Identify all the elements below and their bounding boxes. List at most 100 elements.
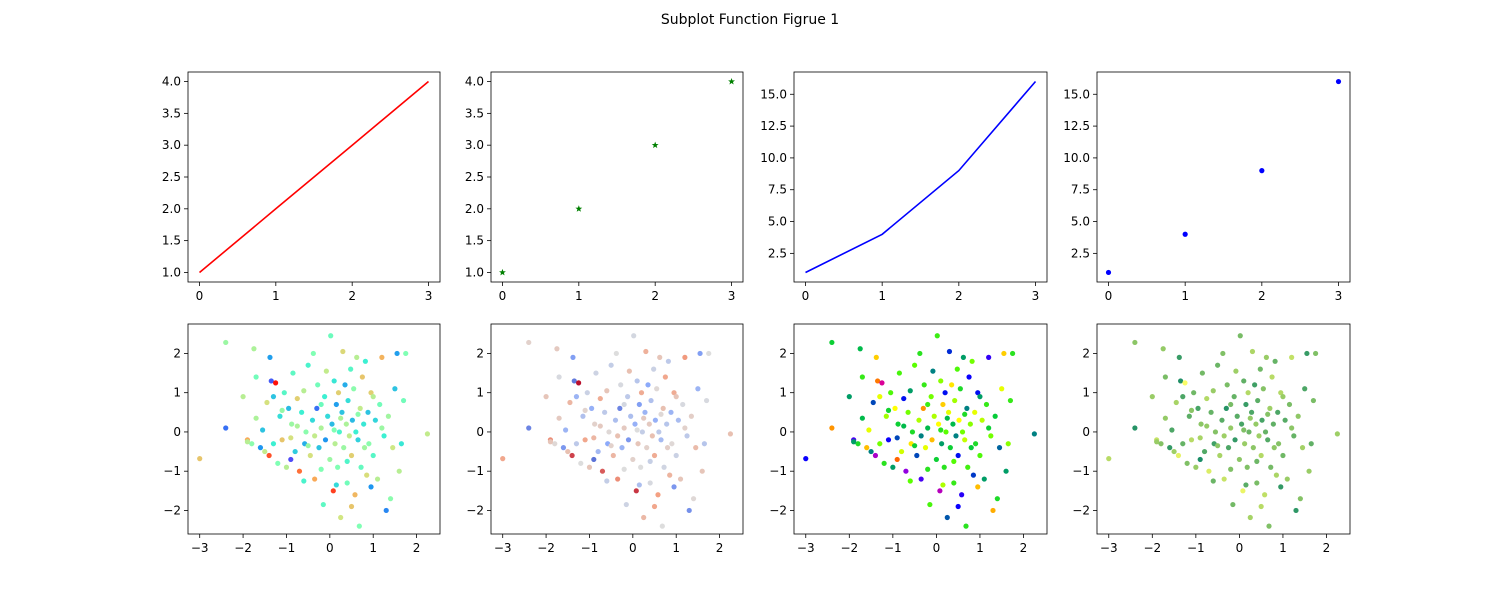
axes-frame xyxy=(1096,71,1351,283)
scatter-point xyxy=(615,433,621,439)
y-tick-label: 0 xyxy=(779,425,787,439)
scatter-point xyxy=(1210,388,1216,394)
y-tick-label: 1.0 xyxy=(465,265,484,279)
scatter-point xyxy=(1221,433,1227,439)
scatter-point xyxy=(888,390,894,396)
scatter-point xyxy=(368,484,374,490)
scatter-point xyxy=(315,382,321,388)
scatter-point xyxy=(565,448,571,455)
scatter-point xyxy=(1304,350,1310,357)
scatter-point xyxy=(938,378,944,384)
scatter-point xyxy=(642,409,648,415)
scatter-point xyxy=(649,433,655,439)
star-point xyxy=(499,268,506,276)
scatter-point xyxy=(1237,333,1243,339)
scatter-point xyxy=(1231,394,1237,400)
scatter-point xyxy=(972,409,978,415)
scatter-point xyxy=(289,421,295,427)
scatter-point xyxy=(928,394,934,400)
scatter-point xyxy=(1282,417,1288,423)
scatter-point xyxy=(1278,484,1284,490)
scatter-point xyxy=(352,492,358,498)
scatter-point xyxy=(365,409,371,415)
scatter-point xyxy=(646,421,652,427)
scatter-point xyxy=(333,401,339,408)
scatter-point xyxy=(392,386,398,392)
scatter-point xyxy=(695,386,701,392)
scatter-point xyxy=(929,437,935,443)
scatter-point xyxy=(983,401,990,408)
scatter-point xyxy=(1254,480,1260,486)
scatter-point xyxy=(1232,437,1238,443)
scatter-point xyxy=(294,395,300,402)
scatter-point xyxy=(1204,395,1210,402)
y-tick-label: 2.5 xyxy=(1071,246,1090,260)
scatter-point xyxy=(340,348,346,355)
scatter-point xyxy=(625,437,632,443)
scatter-point xyxy=(1246,429,1252,435)
scatter-point xyxy=(312,433,318,439)
scatter-point xyxy=(943,429,949,435)
scatter-point xyxy=(1306,468,1312,474)
scatter-point xyxy=(1180,394,1186,400)
scatter-point xyxy=(582,407,588,413)
x-tick-label: 3 xyxy=(1335,289,1343,303)
scatter-point xyxy=(400,397,407,404)
scatter-point xyxy=(916,417,922,423)
scatter-point xyxy=(253,374,259,380)
scatter-point xyxy=(576,380,582,386)
scatter-point xyxy=(1212,429,1219,435)
y-tick-label: −1 xyxy=(769,464,787,478)
scatter-point xyxy=(567,399,573,406)
scatter-point xyxy=(318,425,324,431)
scatter-point xyxy=(1265,411,1271,417)
scatter-point xyxy=(355,411,361,417)
scatter-point xyxy=(677,476,684,482)
scatter-point xyxy=(341,445,347,451)
scatter-point xyxy=(1248,409,1255,415)
scatter-point xyxy=(892,405,898,411)
scatter-point xyxy=(351,386,357,392)
scatter-point xyxy=(1191,390,1197,396)
y-tick-label: 0 xyxy=(1082,425,1090,439)
scatter-point xyxy=(1286,401,1293,408)
scatter-point xyxy=(697,350,703,357)
scatter-point xyxy=(1204,423,1210,429)
scatter-point xyxy=(1182,380,1188,386)
scatter-point xyxy=(1302,386,1308,392)
scatter-point xyxy=(639,429,645,435)
scatter-point xyxy=(1273,472,1280,478)
scatter-point xyxy=(1160,346,1166,352)
scatter-point xyxy=(979,417,985,423)
scatter-point xyxy=(570,354,576,360)
scatter-point xyxy=(968,445,974,451)
scatter-point xyxy=(359,374,365,380)
scatter-point xyxy=(690,496,697,502)
scatter-point xyxy=(890,464,896,470)
scatter-point xyxy=(362,358,368,364)
x-tick-label: −2 xyxy=(840,541,858,555)
scatter-point xyxy=(358,464,364,470)
scatter-point xyxy=(1132,339,1138,346)
scatter-point xyxy=(883,413,889,419)
scatter-point xyxy=(370,394,376,400)
scatter-point xyxy=(947,445,953,451)
scatter-point xyxy=(1260,386,1266,392)
scatter-point xyxy=(325,413,331,419)
scatter-point xyxy=(569,452,575,459)
scatter-point xyxy=(851,439,857,445)
scatter-point xyxy=(335,390,342,396)
x-tick-label: 2 xyxy=(1258,289,1266,303)
scatter-point xyxy=(377,401,383,408)
scatter-point xyxy=(322,394,328,400)
scatter-point xyxy=(634,427,640,433)
x-tick-label: 2 xyxy=(716,541,724,555)
scatter-point xyxy=(1250,445,1256,451)
scatter-point xyxy=(1198,421,1204,427)
scatter-point xyxy=(937,488,943,494)
scatter-point xyxy=(348,452,355,459)
subplot-2: 0 1 2 3 1.0 1.5 2.0 2.5 3.0 3.5 4.0 xyxy=(465,71,744,303)
x-tick-label: 2 xyxy=(1020,541,1028,555)
scatter-point xyxy=(647,480,653,486)
x-tick-label: 1 xyxy=(1181,289,1189,303)
